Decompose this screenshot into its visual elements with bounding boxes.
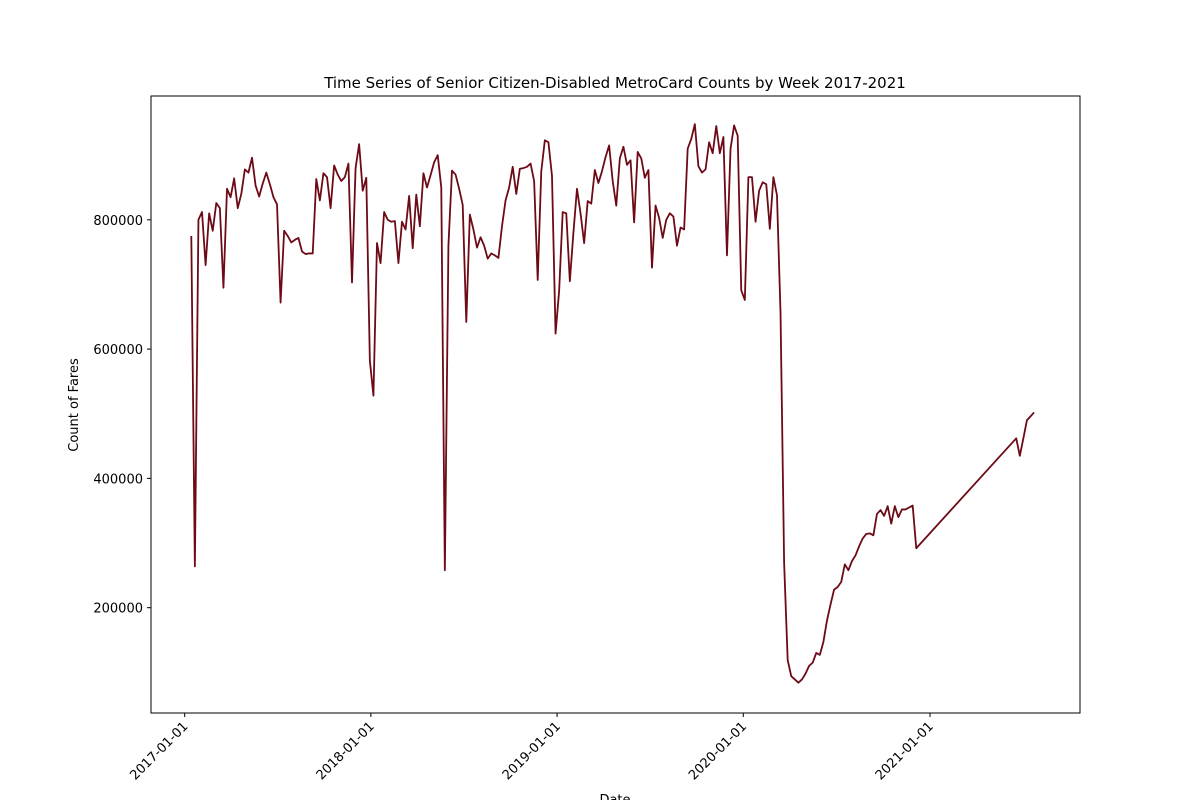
- y-tick-label: 200000: [93, 602, 143, 617]
- x-axis-label: Date: [599, 793, 630, 800]
- plot-frame: [150, 95, 1081, 714]
- y-tick-label: 400000: [93, 472, 143, 487]
- y-tick-label: 800000: [93, 214, 143, 229]
- y-tick-label: 600000: [93, 343, 143, 358]
- data-line: [190, 123, 1035, 684]
- chart-title: Time Series of Senior Citizen-Disabled M…: [323, 74, 906, 92]
- y-axis-label: Count of Fares: [67, 358, 82, 452]
